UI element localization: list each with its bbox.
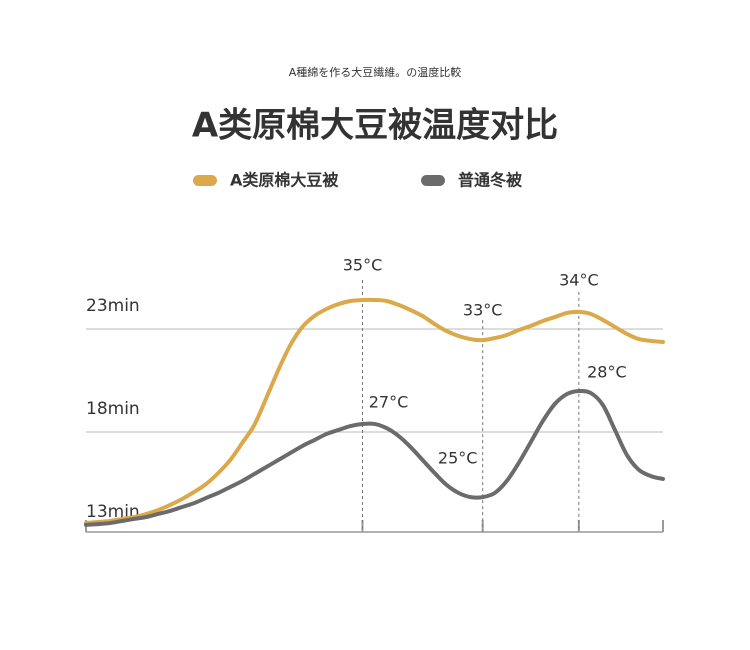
point-label: 33°C (463, 301, 503, 320)
point-label: 27°C (369, 392, 409, 411)
legend-swatch (421, 175, 445, 186)
legend-label: A类原棉大豆被 (230, 171, 339, 190)
point-label: 35°C (343, 255, 383, 274)
point-label: 25°C (438, 449, 478, 468)
legend-swatch (193, 175, 217, 186)
y-tick-label: 23min (86, 296, 140, 316)
legend-label: 普通冬被 (458, 171, 523, 190)
chart-title: A类原棉大豆被温度对比 (192, 106, 558, 146)
chart-subtitle: A種綿を作る大豆繊維。の温度比較 (289, 65, 462, 79)
line-series (84, 297, 665, 526)
line-series (84, 388, 665, 527)
y-tick-label: 18min (86, 399, 140, 419)
point-label: 34°C (559, 270, 599, 289)
point-label: 28°C (587, 363, 627, 382)
